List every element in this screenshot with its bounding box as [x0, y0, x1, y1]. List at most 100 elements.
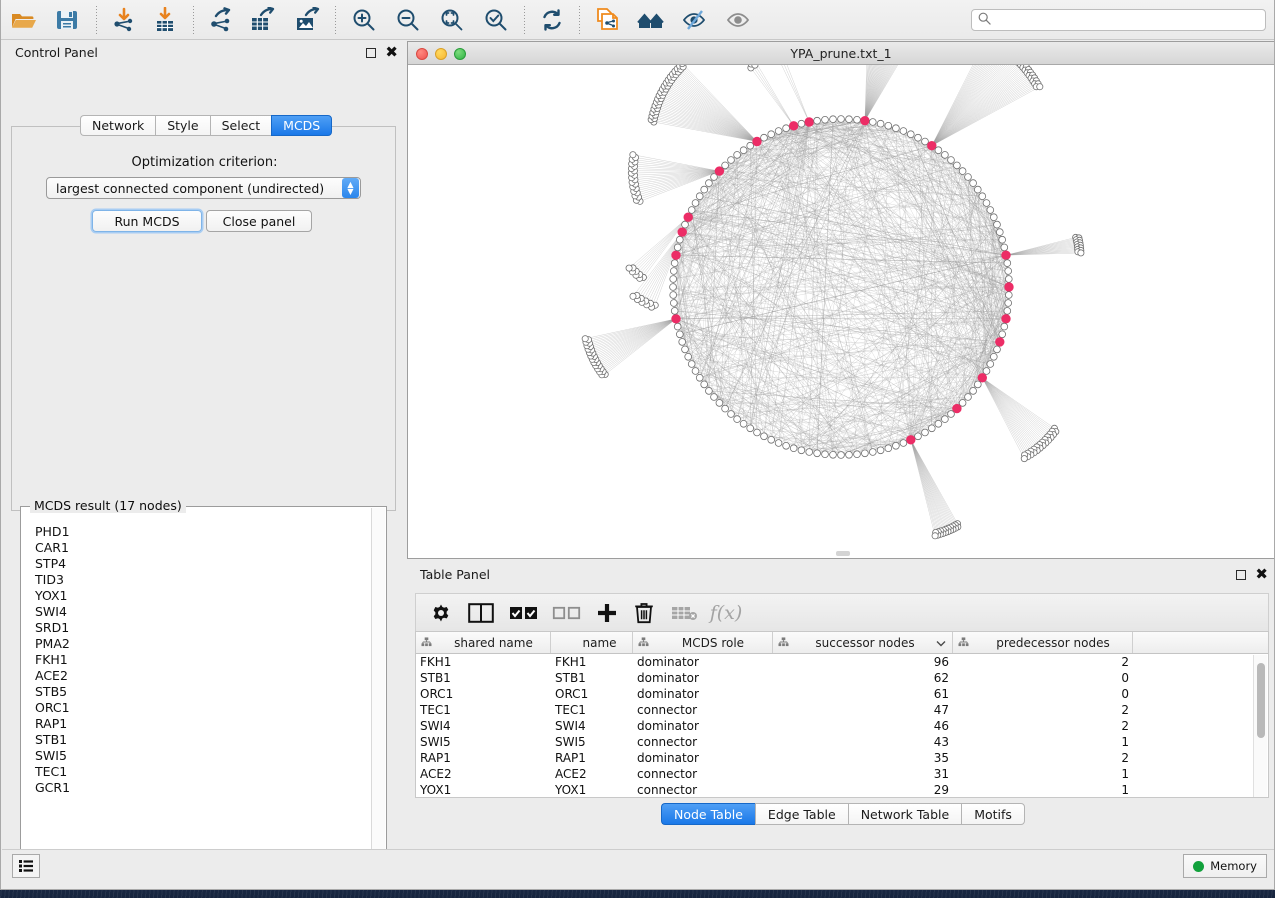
- control-panel-close-button[interactable]: ✖: [385, 43, 398, 61]
- close-panel-button[interactable]: Close panel: [206, 210, 312, 232]
- mcds-panel-body: Optimization criterion: largest connecte…: [11, 126, 396, 511]
- tab-select[interactable]: Select: [209, 115, 272, 136]
- mcds-result-item[interactable]: RAP1: [35, 716, 68, 731]
- table-cell-name: SWI4: [555, 719, 586, 733]
- mcds-result-item[interactable]: SRD1: [35, 620, 70, 635]
- tab-network[interactable]: Network: [80, 115, 156, 136]
- new-network-from-selection-icon[interactable]: [591, 4, 623, 36]
- mcds-result-item[interactable]: CAR1: [35, 540, 69, 555]
- table-cell-successors: 61: [933, 687, 949, 701]
- mcds-result-item[interactable]: PHD1: [35, 524, 70, 539]
- deselect-all-columns-icon[interactable]: [549, 598, 585, 628]
- tab-mcds[interactable]: MCDS: [271, 115, 333, 136]
- window-close-icon[interactable]: [416, 48, 428, 60]
- zoom-selected-icon[interactable]: [480, 4, 512, 36]
- table-panel-maximize-button[interactable]: [1236, 570, 1246, 580]
- tab-motifs[interactable]: Motifs: [961, 803, 1025, 825]
- mcds-result-item[interactable]: ORC1: [35, 700, 70, 715]
- window-minimize-icon[interactable]: [435, 48, 447, 60]
- mcds-result-section: PHD1 CAR1 STP4 TID3 YOX1 SWI4 SRD1 PMA2 FKH1 ACE2…: [11, 496, 396, 876]
- run-mcds-button[interactable]: Run MCDS: [92, 210, 202, 232]
- gear-icon[interactable]: [426, 598, 456, 628]
- control-panel-maximize-button[interactable]: [366, 48, 376, 58]
- table-column-header[interactable]: name: [551, 632, 633, 653]
- open-folder-icon[interactable]: [7, 4, 39, 36]
- mcds-result-list[interactable]: PHD1 CAR1 STP4 TID3 YOX1 SWI4 SRD1 PMA2 FKH1 ACE2…: [31, 524, 371, 876]
- resize-handle[interactable]: [836, 551, 850, 556]
- window-maximize-icon[interactable]: [454, 48, 466, 60]
- import-table-data-icon[interactable]: [668, 598, 702, 628]
- mcds-result-item[interactable]: ACE2: [35, 668, 68, 683]
- table-row[interactable]: SWI5 SWI5 connector 43 1: [416, 734, 1268, 750]
- memory-status-button[interactable]: Memory: [1183, 854, 1267, 878]
- table-cell-name: STB1: [555, 671, 586, 685]
- table-cell-role: connector: [637, 703, 698, 717]
- tab-style[interactable]: Style: [155, 115, 210, 136]
- tab-node-table[interactable]: Node Table: [661, 803, 755, 825]
- tab-network-table[interactable]: Network Table: [847, 803, 962, 825]
- mcds-result-item[interactable]: TEC1: [35, 764, 68, 779]
- table-panel-close-button[interactable]: ✖: [1255, 565, 1268, 583]
- table-row[interactable]: ACE2 ACE2 connector 31 1: [416, 766, 1268, 782]
- mcds-result-frame: PHD1 CAR1 STP4 TID3 YOX1 SWI4 SRD1 PMA2 FKH1 ACE2…: [20, 506, 387, 869]
- network-canvas[interactable]: [408, 65, 1274, 558]
- optimization-criterion-label: Optimization criterion:: [131, 155, 278, 170]
- add-column-icon[interactable]: [592, 598, 622, 628]
- table-row[interactable]: FKH1 FKH1 dominator 96 2: [416, 654, 1268, 670]
- search-input[interactable]: [995, 12, 1255, 28]
- table-cell-successors: 46: [933, 719, 949, 733]
- table-cell-name: RAP1: [555, 751, 586, 765]
- show-all-icon[interactable]: [723, 4, 755, 36]
- task-list-icon[interactable]: [12, 854, 40, 878]
- table-row[interactable]: ORC1 ORC1 dominator 61 0: [416, 686, 1268, 702]
- table-row[interactable]: SWI4 SWI4 dominator 46 2: [416, 718, 1268, 734]
- table-cell-predecessors: 2: [1121, 751, 1129, 765]
- zoom-fit-icon[interactable]: [436, 4, 468, 36]
- table-row[interactable]: STB1 STB1 dominator 62 0: [416, 670, 1268, 686]
- mcds-result-item[interactable]: PMA2: [35, 636, 70, 651]
- split-columns-icon[interactable]: [464, 598, 498, 628]
- table-cell-shared-name: TEC1: [420, 703, 451, 717]
- mcds-result-scrollbar[interactable]: [371, 508, 385, 869]
- export-table-icon[interactable]: [246, 4, 278, 36]
- mcds-result-item[interactable]: TID3: [35, 572, 64, 587]
- mcds-result-item[interactable]: STB5: [35, 684, 68, 699]
- search-box[interactable]: [971, 9, 1266, 31]
- zoom-in-icon[interactable]: [348, 4, 380, 36]
- table-column-header[interactable]: shared name: [416, 632, 551, 653]
- hide-selected-icon[interactable]: [679, 4, 711, 36]
- table-row[interactable]: RAP1 RAP1 dominator 35 2: [416, 750, 1268, 766]
- export-image-icon[interactable]: [291, 4, 323, 36]
- table-row[interactable]: YOX1 YOX1 connector 29 1: [416, 782, 1268, 797]
- mcds-result-item[interactable]: FKH1: [35, 652, 68, 667]
- mcds-result-item[interactable]: STB1: [35, 732, 68, 747]
- table-row[interactable]: TEC1 TEC1 connector 47 2: [416, 702, 1268, 718]
- table-column-header[interactable]: successor nodes: [773, 632, 953, 653]
- import-table-icon[interactable]: [149, 4, 181, 36]
- optimization-criterion-select[interactable]: largest connected component (undirected)…: [46, 177, 361, 199]
- table-column-header[interactable]: predecessor nodes: [953, 632, 1133, 653]
- refresh-icon[interactable]: [536, 4, 568, 36]
- mcds-result-item[interactable]: GCR1: [35, 780, 71, 795]
- table-column-header[interactable]: MCDS role: [633, 632, 773, 653]
- import-network-icon[interactable]: [108, 4, 140, 36]
- table-cell-shared-name: STB1: [420, 671, 451, 685]
- destroy-view-icon[interactable]: [635, 4, 667, 36]
- toolbar-separator: [335, 6, 336, 34]
- mcds-result-item[interactable]: SWI4: [35, 604, 67, 619]
- mcds-result-item[interactable]: STP4: [35, 556, 67, 571]
- select-all-columns-icon[interactable]: [506, 598, 542, 628]
- table-scrollbar-thumb[interactable]: [1257, 663, 1265, 738]
- table-panel-titlebar: Table Panel ✖: [407, 562, 1274, 588]
- mcds-result-item[interactable]: SWI5: [35, 748, 67, 763]
- function-builder-icon[interactable]: f(x): [709, 602, 743, 624]
- save-icon[interactable]: [51, 4, 83, 36]
- delete-column-icon[interactable]: [629, 598, 659, 628]
- tab-edge-table[interactable]: Edge Table: [754, 803, 848, 825]
- table-cell-predecessors: 2: [1121, 655, 1129, 669]
- export-network-icon[interactable]: [205, 4, 237, 36]
- mcds-result-item[interactable]: YOX1: [35, 588, 68, 603]
- toolbar-separator: [524, 6, 525, 34]
- table-vertical-scrollbar[interactable]: [1253, 655, 1267, 797]
- zoom-out-icon[interactable]: [392, 4, 424, 36]
